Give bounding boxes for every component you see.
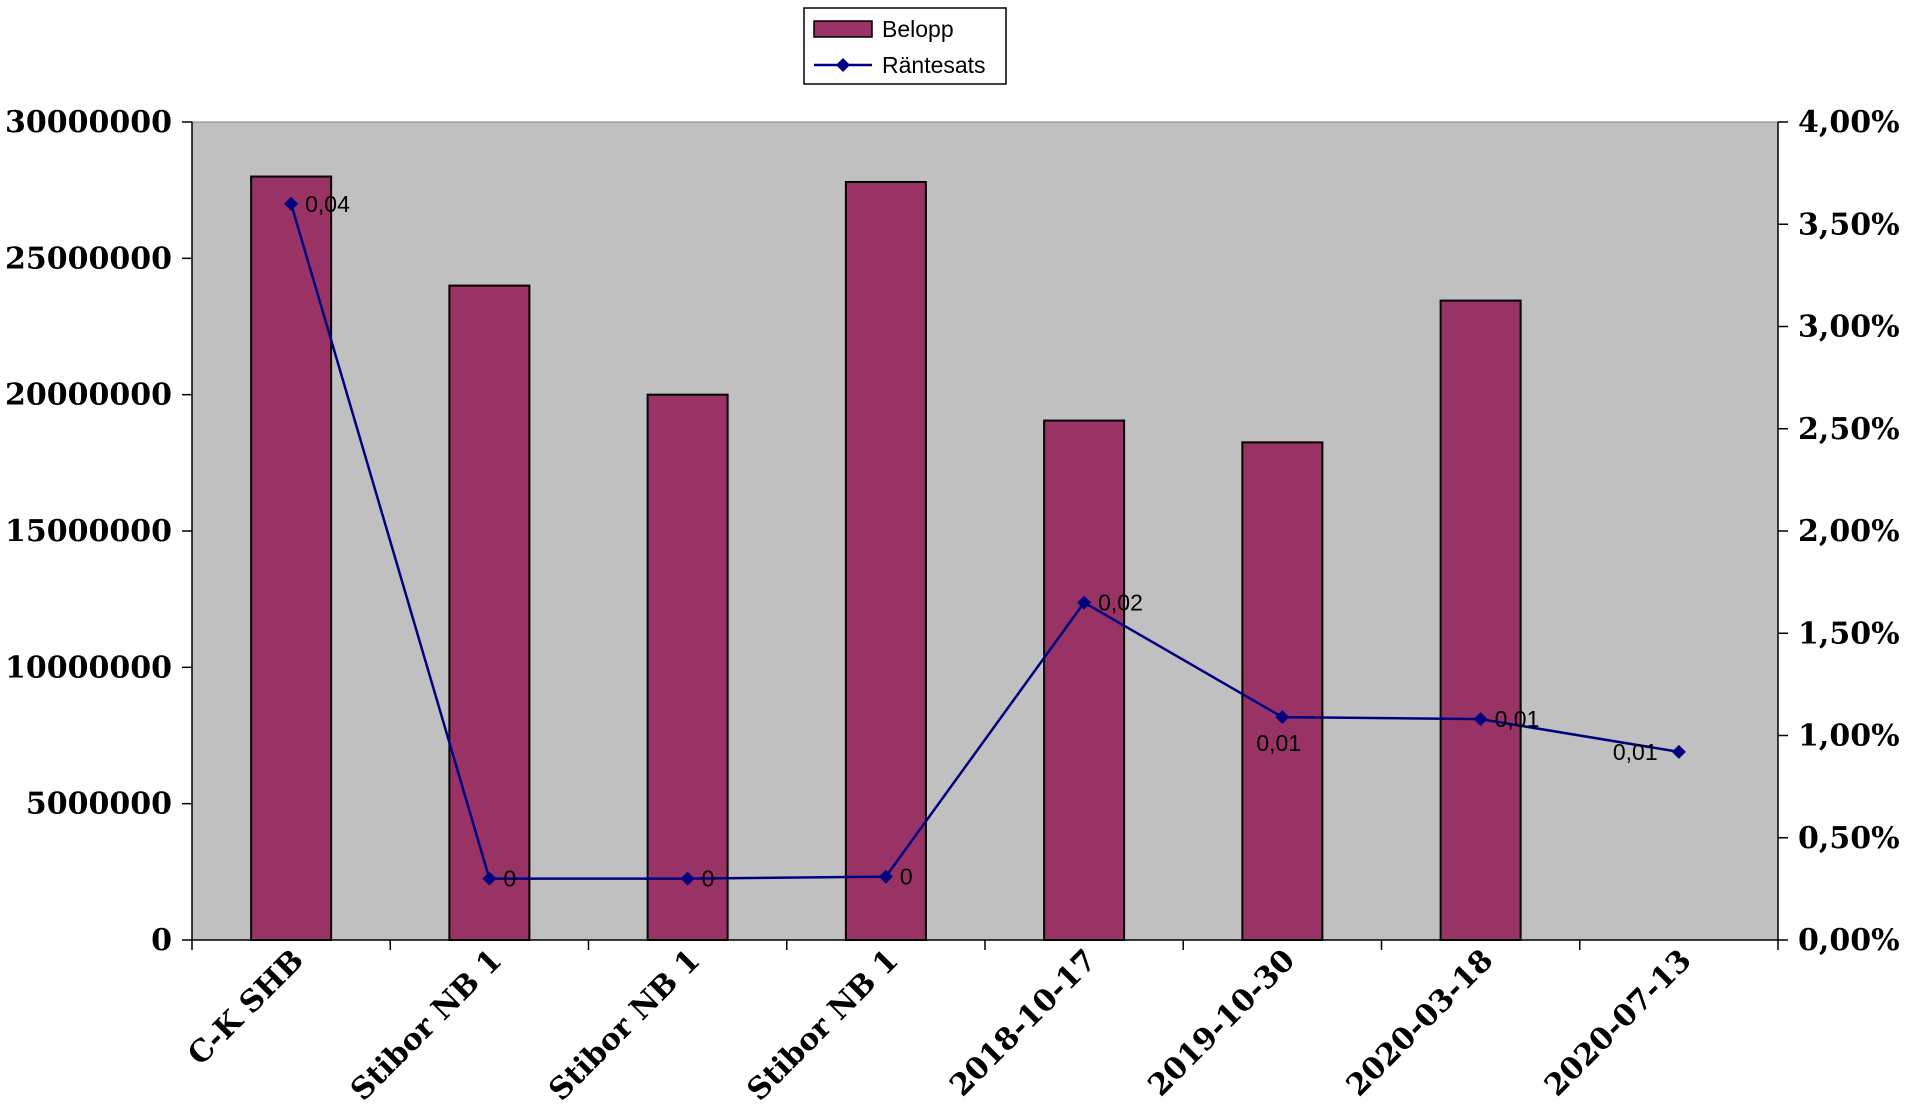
left-tick-label: 20000000 [5,378,172,413]
bar-belopp [448,284,531,942]
data-label-rantesats: 0,01 [1495,706,1540,732]
category-label: 2019-10-30 [1142,943,1302,1103]
bar-belopp [1043,419,1126,941]
bar-belopp [250,175,333,942]
data-label-rantesats: 0,04 [305,191,350,217]
bar-belopp [1439,299,1522,941]
right-tick-label: 4,00% [1798,105,1900,140]
bar-belopp [1241,441,1324,941]
legend-box [803,7,1007,85]
left-tick-label: 30000000 [5,105,172,140]
left-tick-label: 15000000 [5,514,172,549]
right-tick-label: 3,50% [1798,207,1900,242]
right-tick-label: 0,50% [1798,821,1900,856]
category-label: 2018-10-17 [943,943,1103,1103]
line-point-rantesats [1275,710,1290,725]
legend-swatch-belopp [813,20,873,38]
plot-area [191,121,1779,941]
left-tick-label: 0 [151,923,172,958]
line-point-rantesats [482,871,497,886]
bar-belopp [844,180,927,941]
legend-label-rantesats: Räntesats [882,52,986,78]
data-label-rantesats: 0 [900,864,913,890]
right-tick-label: 1,00% [1798,719,1900,754]
left-tick-label: 25000000 [5,241,172,276]
right-tick-label: 2,50% [1798,412,1900,447]
data-label-rantesats: 0 [702,866,715,892]
line-point-rantesats [1671,744,1686,759]
data-label-rantesats: 0 [503,866,516,892]
bar-belopp [646,393,729,941]
line-point-rantesats [1473,712,1488,727]
right-tick-label: 0,00% [1798,923,1900,958]
line-point-rantesats [680,871,695,886]
right-tick-label: 1,50% [1798,616,1900,651]
legend-marker-rantesats [836,58,850,72]
legend-label-belopp: Belopp [882,16,954,42]
line-point-rantesats [878,869,893,884]
right-tick-label: 2,00% [1798,514,1900,549]
category-label: C-K SHB [181,943,311,1073]
left-tick-label: 10000000 [5,650,172,685]
line-rantesats [289,203,1680,880]
data-label-rantesats: 0,01 [1256,730,1301,756]
category-label: Stibor NB 1 [542,943,707,1108]
category-label: Stibor NB 1 [741,943,906,1108]
data-label-rantesats: 0,01 [1613,739,1658,765]
right-tick-label: 3,00% [1798,310,1900,345]
line-point-rantesats [1077,595,1092,610]
category-label: 2020-07-13 [1538,943,1698,1103]
category-label: Stibor NB 1 [344,943,509,1108]
line-point-rantesats [284,196,299,211]
category-label: 2020-03-18 [1340,943,1500,1103]
left-tick-label: 5000000 [26,787,172,822]
data-label-rantesats: 0,02 [1098,590,1143,616]
